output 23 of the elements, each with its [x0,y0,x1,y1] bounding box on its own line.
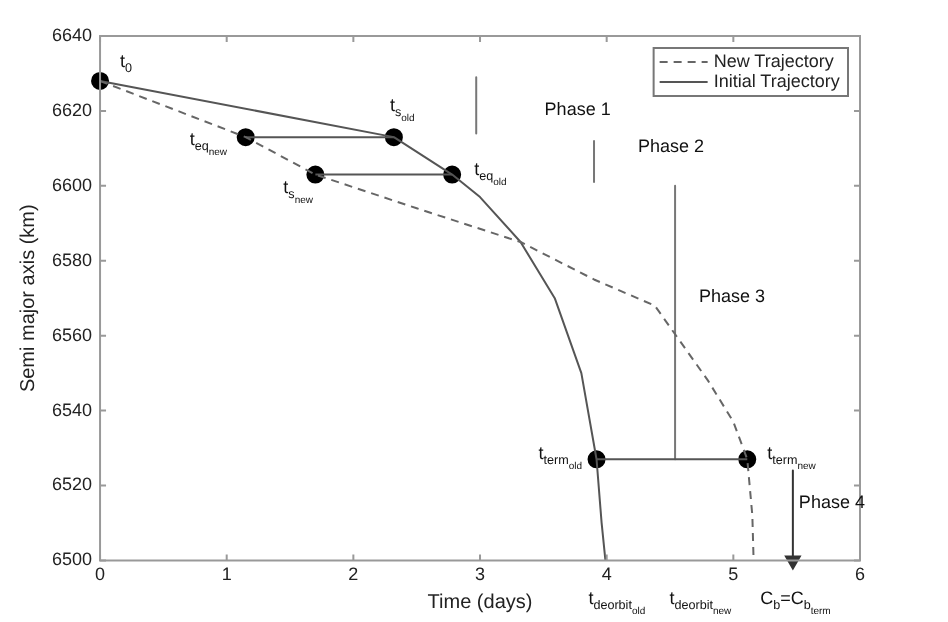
x-tick-label: 6 [854,564,866,585]
annotation: Phase 1 [544,98,611,119]
x-tick-label: 3 [475,564,486,585]
x-tick-label: 0 [95,564,106,585]
x-tick-label: 1 [221,564,232,585]
x-tick-label: 5 [728,564,739,585]
annotation: Phase 2 [638,135,705,156]
y-tick-label: 6620 [51,99,93,120]
y-tick-label: 6500 [51,549,93,570]
legend-label: Initial Trajectory [713,70,841,91]
y-tick-label: 6600 [51,174,93,195]
y-tick-label: 6640 [51,24,93,45]
y-tick-label: 6540 [51,399,93,420]
annotation: Phase 4 [798,491,865,512]
y-axis-title: Semi major axis (km) [17,204,40,393]
annotation: Phase 3 [699,285,766,306]
y-tick-label: 6580 [51,249,93,270]
x-axis-title: Time (days) [427,591,533,614]
y-tick-label: 6520 [51,474,93,495]
legend-label: New Trajectory [713,50,835,71]
x-tick-label: 4 [601,564,612,585]
y-tick-label: 6560 [51,324,93,345]
x-tick-label: 2 [348,564,359,585]
